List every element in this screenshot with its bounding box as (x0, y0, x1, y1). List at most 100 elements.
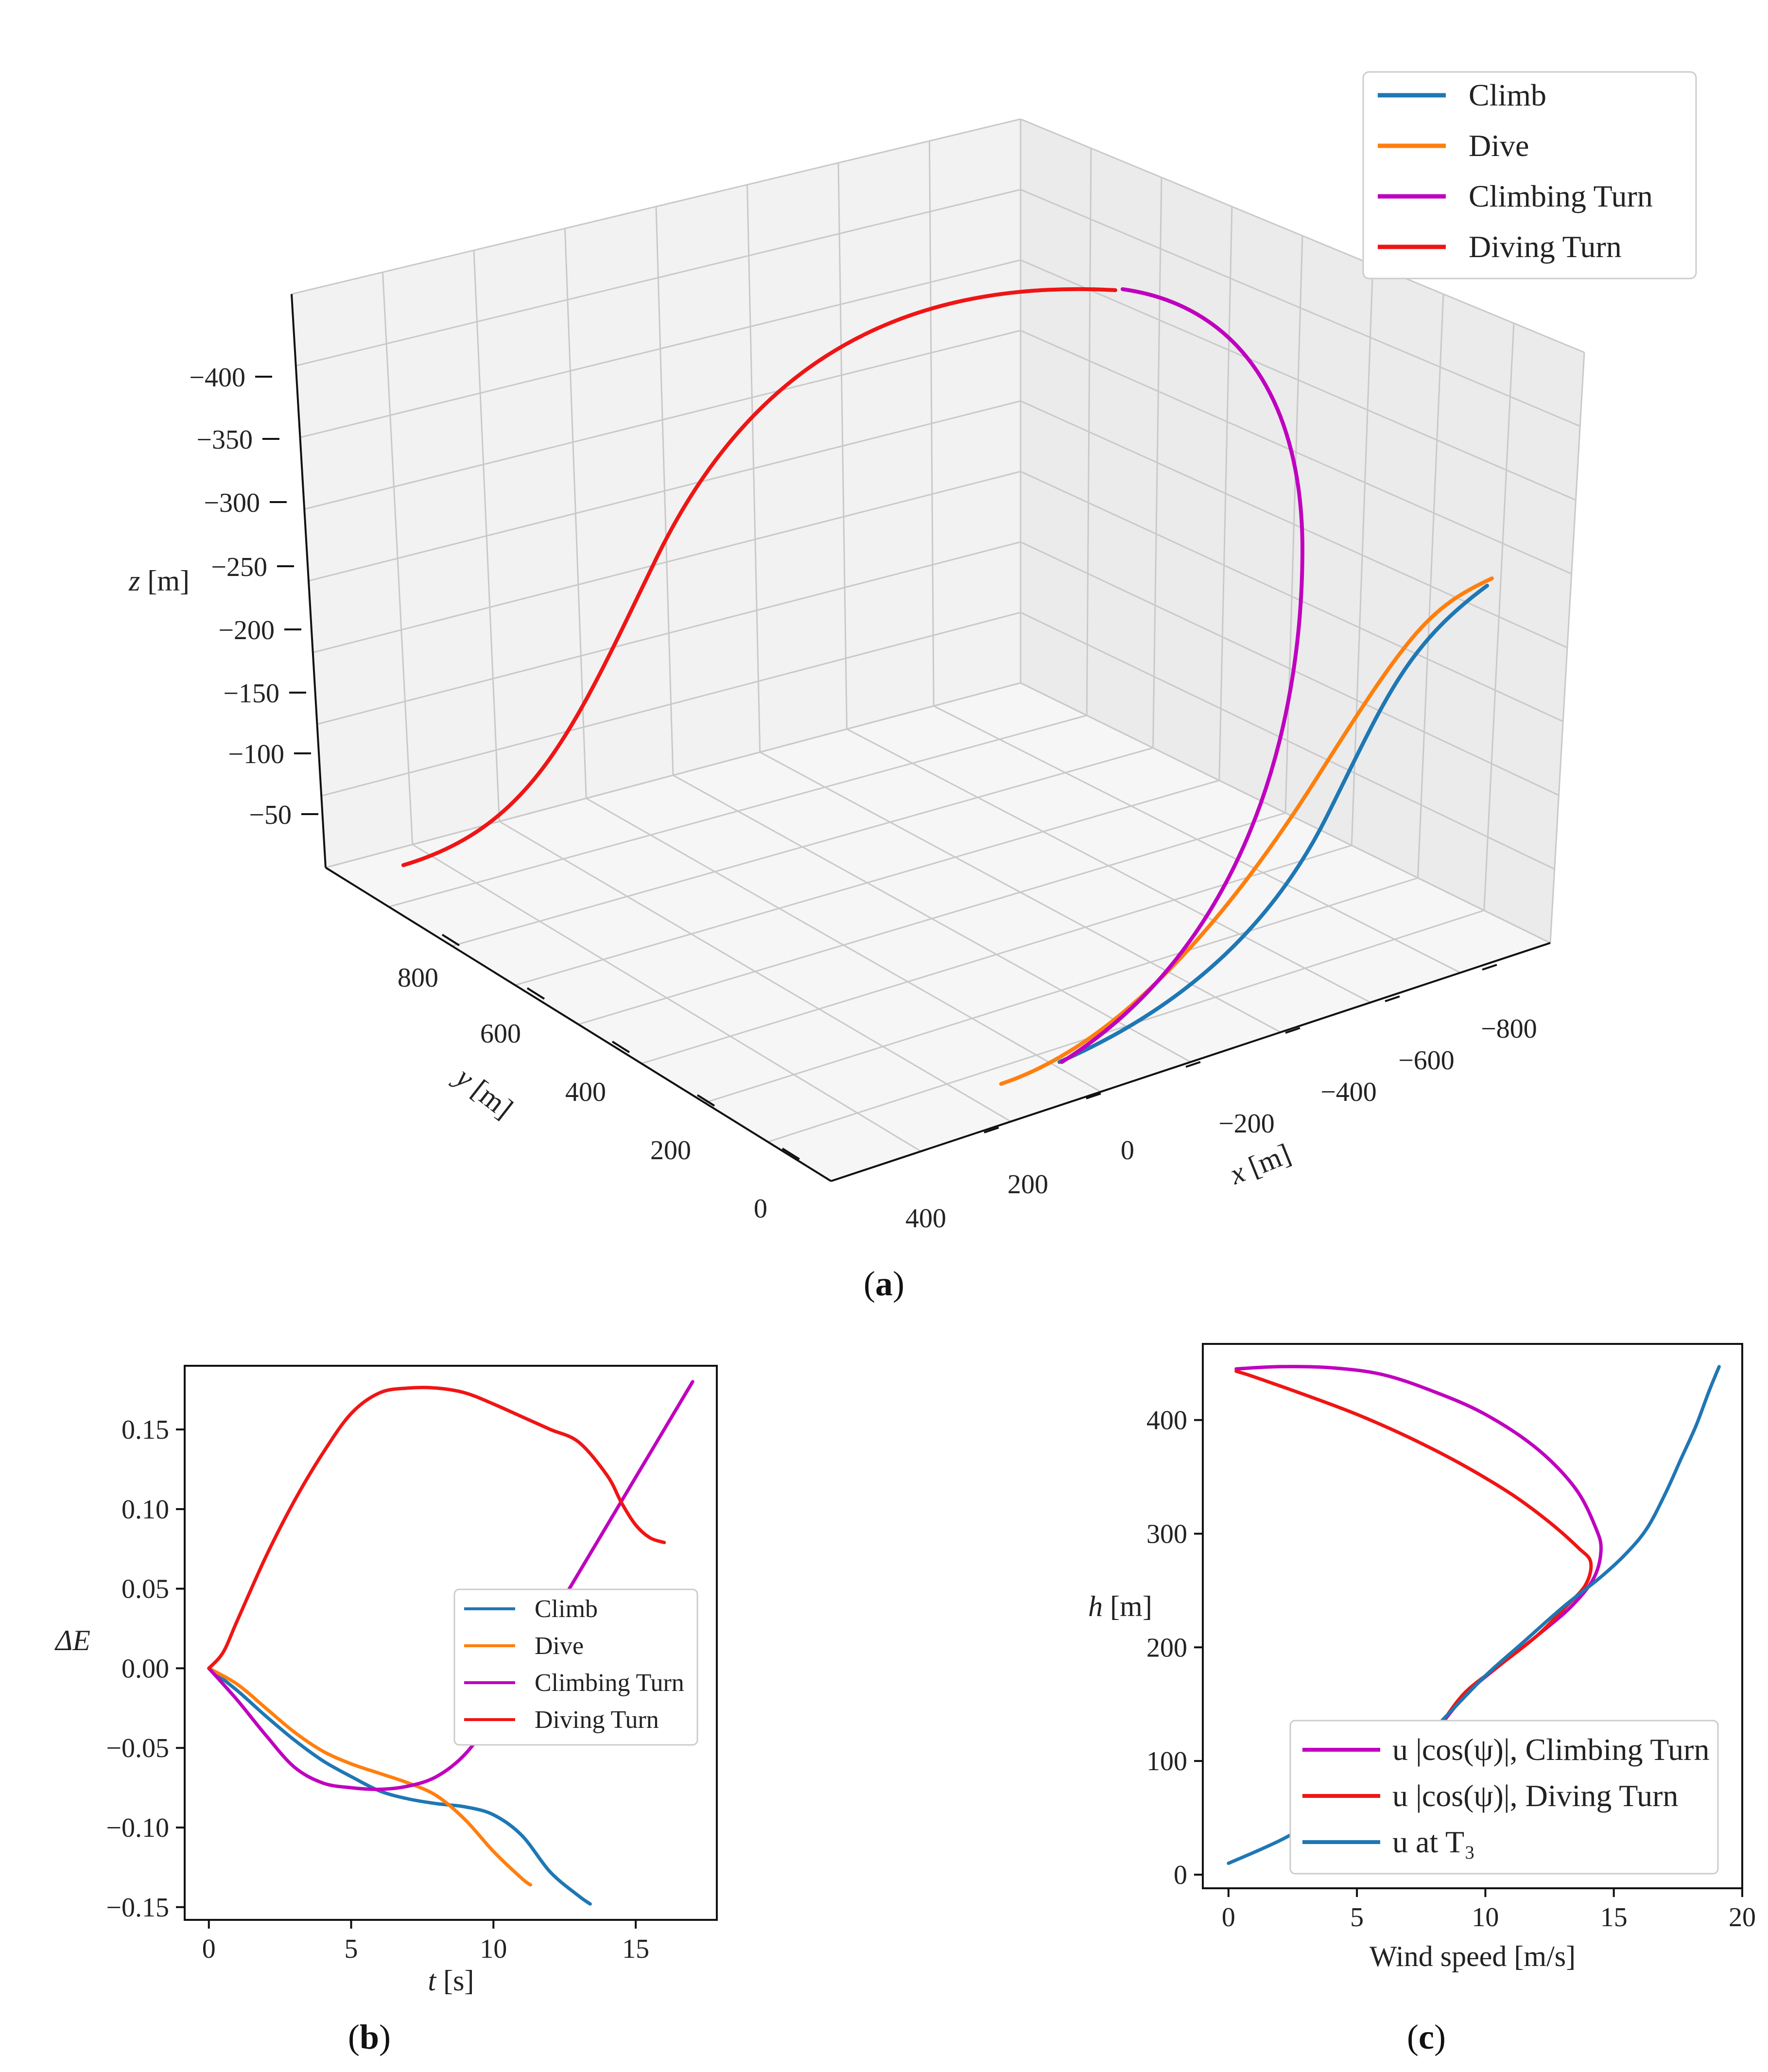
y-axis-label-b: ΔE (54, 1624, 90, 1656)
legend-b: Climb Dive Climbing Turn Diving Turn (453, 1588, 698, 1746)
x-tick-label: 10 (480, 1934, 507, 1964)
legend-b-label-climb: Climb (535, 1595, 598, 1623)
legend-a-label-diving-turn: Diving Turn (1469, 229, 1622, 264)
y-tick (611, 1041, 630, 1053)
x-tick (984, 1127, 999, 1133)
x-tick-label: 0 (202, 1934, 216, 1964)
legend-c-label-diving-turn: u |cos(ψ)|, Diving Turn (1392, 1778, 1678, 1813)
x-axis-label: x [m] (1225, 1137, 1295, 1191)
x-axis-line (831, 942, 1551, 1182)
panel-a-3d-trajectory: −50 −100 −150 −200 −250 −300 −350 −400 0 200 400 60… (128, 71, 1697, 1303)
plot-frame-b (184, 1365, 718, 1921)
y-tick (696, 1094, 715, 1107)
legend-a-label-climb: Climb (1469, 78, 1546, 112)
x-tick-label: 5 (345, 1934, 358, 1964)
legend-a-frame (1362, 71, 1697, 279)
y-axis-label: y [m] (448, 1059, 519, 1125)
y-tick-label: 0.15 (121, 1415, 169, 1445)
grid-line (1020, 682, 1551, 944)
x-tick-label: 15 (1600, 1902, 1628, 1933)
legend-c-label-climbing-turn: u |cos(ψ)|, Climbing Turn (1392, 1732, 1709, 1767)
y-tick-label: 0 (1174, 1860, 1187, 1890)
series-line-u-cos-climbing-turn (1234, 1365, 1603, 1729)
grid-line (317, 541, 1021, 725)
panel-b-energy: 0 5 10 15 −0.15 −0.10 −0.05 0.00 0.05 0.10 0.15 ΔE… (54, 1365, 718, 2056)
legend-b-frame (453, 1588, 698, 1746)
z-tick-label: −400 (189, 363, 245, 393)
caption-b: (b) (348, 2018, 391, 2056)
x-tick-label: −200 (1218, 1109, 1275, 1139)
ticks-b: 0 5 10 15 −0.15 −0.10 −0.05 0.00 0.05 0.10 0.15 (106, 1415, 649, 1964)
x-tick-label: 15 (622, 1934, 649, 1964)
grid-line (312, 470, 1021, 653)
grid-line (1351, 264, 1374, 846)
z-tick-label: −250 (211, 552, 267, 582)
series-line-u-cos-diving-turn (1234, 1369, 1593, 1729)
x-tick (1385, 995, 1400, 1002)
x-tick-label: 400 (905, 1203, 946, 1234)
y-tick-label: −0.05 (106, 1733, 169, 1763)
grid-line (1020, 611, 1555, 870)
y-tick-label: −0.10 (106, 1813, 169, 1843)
grid-line (641, 844, 1352, 1064)
series-line-climbing-turn (207, 1380, 694, 1791)
z-tick-label: −300 (204, 488, 260, 518)
z-tick-label: −200 (218, 615, 275, 645)
legend-b-label-climbing-turn: Climbing Turn (535, 1669, 684, 1697)
plot-frame-c (1202, 1343, 1743, 1889)
y-tick-label: −0.15 (106, 1893, 169, 1923)
grid-line (704, 877, 1418, 1104)
grid-line (837, 162, 848, 730)
grid-line (308, 400, 1021, 582)
y-tick-label: 0.05 (121, 1574, 169, 1604)
x-tick-label: 5 (1350, 1902, 1364, 1933)
y-tick-label: 0 (754, 1194, 767, 1224)
y-tick-label: 0.10 (121, 1495, 169, 1525)
series-climb-3d (1057, 584, 1489, 1064)
x-tick-label: 10 (1472, 1902, 1499, 1933)
series-line-diving-turn (207, 1386, 666, 1670)
grid-line (1020, 400, 1568, 648)
x-tick (1285, 1027, 1300, 1034)
series-dive-3d (999, 576, 1494, 1086)
grid-line (1020, 541, 1560, 796)
legend-c-label-u-at-t3: u at T₃ (1392, 1825, 1475, 1859)
series-3d (401, 287, 1494, 1086)
x-tick (1482, 964, 1497, 971)
z-tick-label: −100 (228, 739, 284, 769)
y-tick-label: 400 (1146, 1406, 1187, 1436)
y-tick-label: 100 (1146, 1746, 1187, 1776)
grid-line (325, 682, 1021, 869)
y-axis-label-c: h [m] (1088, 1590, 1152, 1622)
z-tick-label: −50 (249, 800, 292, 830)
grid-line (933, 705, 1461, 974)
legend-b-label-dive: Dive (535, 1632, 584, 1660)
x-tick (1185, 1061, 1201, 1068)
y-tick-label: 200 (650, 1135, 691, 1166)
legend-c: u |cos(ψ)|, Climbing Turn u |cos(ψ)|, Di… (1289, 1720, 1719, 1875)
legend-a-label-dive: Dive (1469, 128, 1529, 163)
z-tick-label: −350 (196, 425, 253, 455)
x-axis-label-c: Wind speed [m/s] (1369, 1940, 1576, 1972)
tick-labels-3d: −50 −100 −150 −200 −250 −300 −350 −400 0 200 400 60… (189, 363, 1537, 1234)
x-tick-label: 0 (1121, 1135, 1134, 1166)
legend-a-label-climbing-turn: Climbing Turn (1469, 179, 1653, 213)
y-tick-label: 400 (565, 1077, 606, 1107)
x-tick-label: −400 (1320, 1077, 1377, 1107)
grid-line (1020, 470, 1563, 722)
y-axis-line (325, 867, 832, 1182)
legend-a: Climb Dive Climbing Turn Diving Turn (1362, 71, 1697, 279)
series-diving-turn-3d (401, 287, 1117, 867)
series-line-dive (207, 1666, 532, 1887)
y-tick (441, 934, 460, 946)
grid-line (578, 812, 1286, 1025)
y-tick-label: 0.00 (121, 1654, 169, 1684)
grid-line (746, 184, 761, 752)
x-tick-label: −800 (1481, 1014, 1537, 1044)
grid-line (1417, 294, 1444, 878)
z-axis-label: z [m] (128, 565, 190, 597)
x-tick-label: 0 (1222, 1902, 1235, 1933)
grid-line (846, 728, 1371, 1003)
